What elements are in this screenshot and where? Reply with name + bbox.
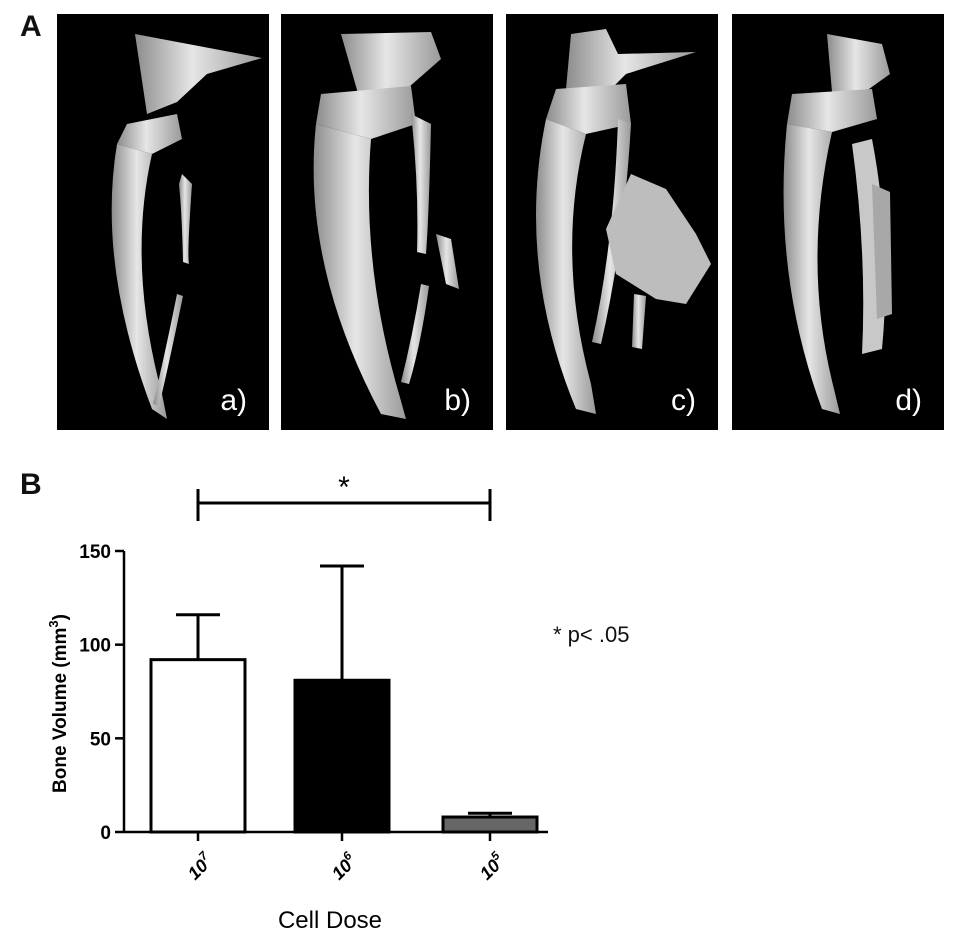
significance-note: * p< .05 — [553, 622, 630, 647]
microct-image-a: a) — [57, 14, 269, 430]
panel-label-b: B — [20, 468, 42, 501]
y-tick-label: 150 — [79, 542, 111, 563]
subpanel-label: c) — [671, 384, 696, 417]
microct-image-d: d) — [732, 14, 944, 430]
bar-3 — [441, 815, 539, 834]
bar-1 — [149, 658, 247, 834]
subpanel-label: d) — [895, 384, 922, 417]
significance-marker: * — [338, 471, 350, 504]
y-tick-label: 100 — [79, 636, 111, 657]
x-tick-label: 107 — [182, 848, 218, 884]
bone-render-d — [783, 34, 892, 414]
y-tick-label: 0 — [100, 823, 111, 844]
chart-labels: 0 50 100 150 Bone Volume (mm3) 107 106 105 Cell … — [46, 471, 509, 934]
x-axis-label: Cell Dose — [278, 907, 382, 934]
y-axis-label: Bone Volume (mm3) — [46, 614, 71, 793]
chart-bars — [149, 564, 539, 834]
bone-render-b — [313, 32, 459, 419]
microct-image-c: c) — [506, 14, 718, 430]
x-tick-label: 105 — [474, 848, 509, 883]
panel-label-a: A — [20, 10, 42, 43]
bone-render-a — [111, 34, 262, 419]
bar-2 — [293, 678, 391, 834]
subpanel-label: b) — [444, 384, 471, 417]
x-tick-label: 106 — [326, 848, 361, 883]
subpanel-label: a) — [220, 384, 247, 417]
bone-render-c — [536, 29, 711, 414]
microct-image-b: b) — [281, 14, 493, 430]
bone-volume-chart: 0 50 100 150 Bone Volume (mm3) 107 106 105 Cell … — [46, 471, 548, 934]
y-tick-label: 50 — [90, 729, 111, 750]
